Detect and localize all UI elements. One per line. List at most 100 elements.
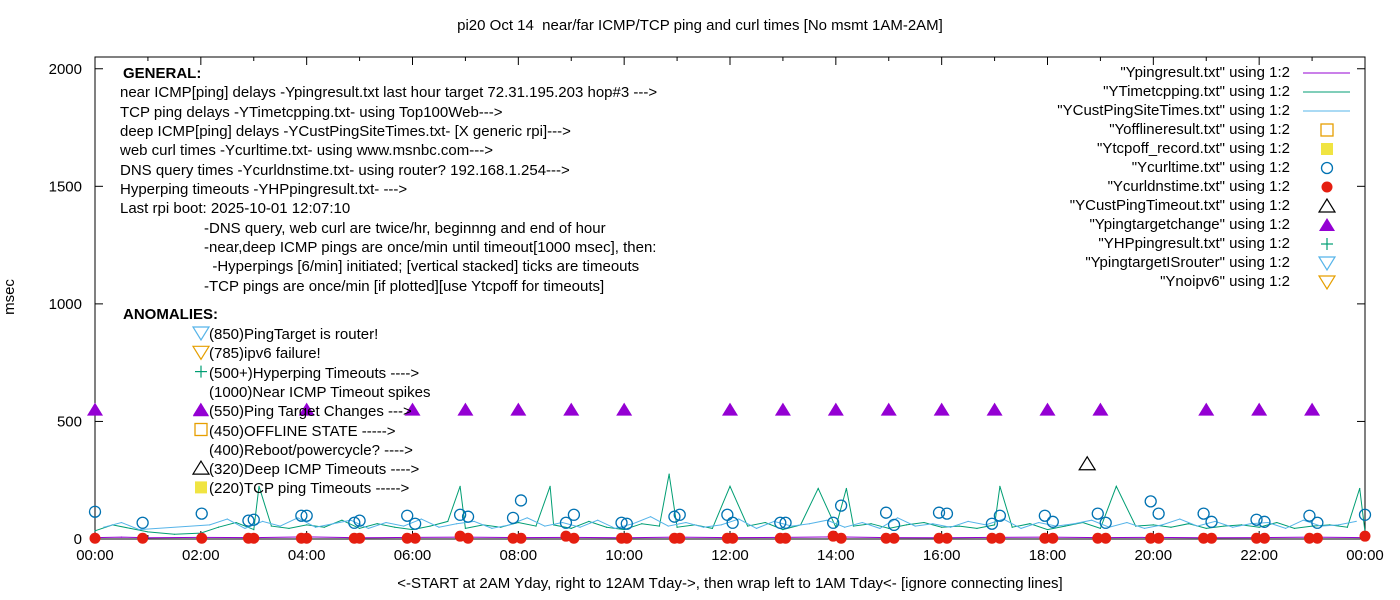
data-point bbox=[242, 514, 255, 527]
data-point bbox=[491, 527, 493, 530]
data-point bbox=[1099, 527, 1102, 530]
data-point bbox=[217, 526, 220, 528]
dot-mark bbox=[674, 532, 686, 544]
data-point bbox=[1311, 516, 1324, 529]
triangle-mark bbox=[191, 459, 211, 475]
anomaly-marker-icon bbox=[191, 345, 211, 361]
data-point bbox=[1091, 507, 1104, 520]
data-point bbox=[896, 517, 899, 519]
data-point bbox=[791, 525, 793, 527]
triangle-mark bbox=[1317, 197, 1337, 213]
data-point bbox=[579, 526, 581, 528]
x-tick-label: 12:00 bbox=[711, 547, 749, 564]
circle-mark bbox=[615, 516, 628, 529]
triangle-down-mark bbox=[1317, 275, 1337, 291]
triangle-mark bbox=[510, 402, 527, 416]
data-point bbox=[1144, 495, 1157, 508]
dot-mark bbox=[1039, 532, 1051, 544]
square-mark bbox=[1321, 143, 1333, 155]
data-point bbox=[385, 521, 387, 524]
data-point bbox=[1303, 532, 1315, 544]
general-line: near ICMP[ping] delays -Ypingresult.txt … bbox=[120, 84, 658, 101]
circle-mark bbox=[721, 508, 734, 521]
circle-mark bbox=[1358, 508, 1372, 521]
anomaly-label: (450)OFFLINE STATE -----> bbox=[209, 422, 396, 440]
triangle-down-mark bbox=[191, 345, 211, 361]
square-mark bbox=[1320, 123, 1334, 137]
circle-mark bbox=[1250, 513, 1263, 526]
series-line-0 bbox=[94, 536, 1366, 539]
anomaly-label: (400)Reboot/powercycle? ----> bbox=[209, 441, 413, 459]
data-point bbox=[621, 532, 633, 544]
triangle-mark bbox=[933, 402, 950, 416]
x-tick-label: 22:00 bbox=[1240, 547, 1278, 564]
data-point bbox=[173, 533, 175, 535]
data-point bbox=[535, 525, 537, 527]
data-point bbox=[394, 526, 396, 528]
dot-mark bbox=[888, 532, 900, 544]
data-point bbox=[1276, 521, 1278, 524]
data-point bbox=[270, 525, 272, 527]
anomaly-marker-icon bbox=[191, 326, 211, 342]
y-tick-label: 0 bbox=[74, 531, 82, 548]
data-point bbox=[1358, 508, 1372, 521]
data-point bbox=[1047, 532, 1059, 544]
data-point bbox=[298, 402, 315, 416]
data-point bbox=[1038, 521, 1040, 524]
note-line: -TCP pings are once/min [if plotted][use… bbox=[204, 278, 605, 295]
general-line: DNS query times -Ycurldnstime.txt- using… bbox=[120, 162, 570, 179]
dot-mark bbox=[1092, 532, 1104, 544]
data-point bbox=[515, 532, 527, 544]
data-point bbox=[453, 508, 467, 521]
circle-mark bbox=[567, 508, 581, 521]
triangle-mark bbox=[1319, 218, 1335, 231]
dot-mark bbox=[880, 532, 892, 544]
data-point bbox=[727, 532, 739, 544]
dot-mark bbox=[1258, 532, 1270, 544]
data-point bbox=[350, 519, 352, 521]
dot-mark bbox=[401, 532, 413, 544]
legend-entry-label: "YCustPingTimeout.txt" using 1:2 bbox=[1069, 197, 1290, 214]
data-point bbox=[1090, 519, 1093, 521]
dot-mark bbox=[1251, 532, 1263, 544]
data-point bbox=[1152, 507, 1165, 520]
legend-marker-sample bbox=[1320, 123, 1334, 137]
data-point bbox=[567, 508, 581, 521]
circle-mark bbox=[88, 505, 102, 518]
dot-mark bbox=[354, 532, 366, 544]
data-point bbox=[721, 508, 734, 521]
anomaly-marker-icon bbox=[195, 481, 207, 494]
circle-mark bbox=[300, 509, 313, 522]
legend-entry-label: "Yofflineresult.txt" using 1:2 bbox=[1109, 121, 1290, 138]
data-point bbox=[120, 536, 123, 538]
data-point bbox=[668, 510, 681, 523]
circle-mark bbox=[453, 508, 467, 521]
anomaly-marker-icon bbox=[191, 459, 211, 475]
data-point bbox=[1198, 402, 1215, 416]
anomaly-marker-icon bbox=[193, 403, 209, 417]
triangle-mark bbox=[563, 402, 580, 416]
anomalies-heading: ANOMALIES: bbox=[123, 306, 218, 323]
data-point bbox=[986, 532, 998, 544]
circle-mark bbox=[774, 516, 787, 529]
data-point bbox=[1214, 520, 1216, 522]
data-point bbox=[288, 527, 290, 530]
circle-mark bbox=[408, 517, 422, 530]
dot-mark bbox=[933, 532, 945, 544]
data-point bbox=[605, 526, 608, 528]
data-point bbox=[861, 521, 863, 524]
data-point bbox=[1046, 528, 1049, 531]
data-point bbox=[827, 402, 844, 416]
data-point bbox=[279, 525, 281, 527]
general-line: Last rpi boot: 2025-10-01 12:07:10 bbox=[120, 200, 351, 217]
data-point bbox=[1039, 402, 1056, 416]
y-tick-label: 2000 bbox=[49, 61, 82, 78]
data-point bbox=[544, 525, 546, 527]
data-point bbox=[1197, 507, 1210, 520]
data-point bbox=[1232, 526, 1234, 528]
circle-mark bbox=[827, 516, 840, 529]
x-tick-label: 18:00 bbox=[1029, 547, 1067, 564]
data-point bbox=[253, 528, 255, 531]
data-point bbox=[780, 532, 792, 544]
data-point bbox=[459, 485, 461, 487]
